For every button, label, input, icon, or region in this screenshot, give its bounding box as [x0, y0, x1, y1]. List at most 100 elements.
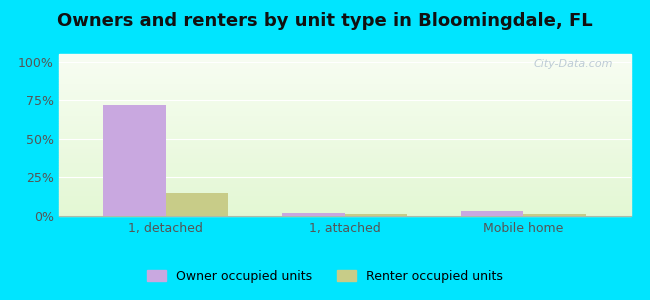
Bar — [58, 80, 630, 82]
Bar — [58, 90, 630, 91]
Bar — [523, 214, 586, 216]
Bar — [58, 70, 630, 72]
Bar — [58, 114, 630, 116]
Bar — [58, 69, 630, 70]
Bar — [58, 61, 630, 62]
Bar — [58, 99, 630, 101]
Bar — [58, 94, 630, 96]
Bar — [58, 67, 630, 69]
Bar — [58, 154, 630, 156]
Bar — [58, 209, 630, 211]
Bar — [58, 190, 630, 192]
Bar — [58, 206, 630, 208]
Bar — [58, 72, 630, 74]
Bar — [58, 116, 630, 117]
Bar — [58, 213, 630, 214]
Bar — [58, 164, 630, 166]
Legend: Owner occupied units, Renter occupied units: Owner occupied units, Renter occupied un… — [142, 265, 508, 288]
Bar — [58, 176, 630, 177]
Bar — [58, 205, 630, 206]
Bar — [58, 159, 630, 161]
Bar — [58, 77, 630, 78]
Bar — [344, 214, 407, 216]
Bar — [58, 106, 630, 107]
Bar — [58, 74, 630, 75]
Bar — [58, 93, 630, 94]
Bar — [282, 213, 345, 216]
Bar — [58, 59, 630, 61]
Bar — [58, 117, 630, 119]
Bar — [58, 64, 630, 65]
Bar — [58, 145, 630, 146]
Bar — [58, 167, 630, 169]
Bar — [461, 212, 523, 216]
Bar — [58, 104, 630, 106]
Bar — [58, 195, 630, 196]
Bar — [58, 169, 630, 171]
Bar — [58, 193, 630, 195]
Bar — [58, 192, 630, 193]
Bar — [58, 196, 630, 198]
Bar — [58, 201, 630, 203]
Bar — [58, 132, 630, 134]
Bar — [58, 143, 630, 145]
Text: City-Data.com: City-Data.com — [534, 59, 614, 69]
Bar — [58, 111, 630, 112]
Bar — [58, 214, 630, 216]
Bar — [58, 146, 630, 148]
Bar — [58, 125, 630, 127]
Bar — [58, 127, 630, 128]
Bar — [58, 54, 630, 56]
Bar — [58, 83, 630, 85]
Bar — [58, 180, 630, 182]
Text: Owners and renters by unit type in Bloomingdale, FL: Owners and renters by unit type in Bloom… — [57, 12, 593, 30]
Bar — [58, 56, 630, 57]
Bar — [58, 96, 630, 98]
Bar — [58, 148, 630, 150]
Bar — [58, 88, 630, 90]
Bar — [58, 98, 630, 99]
Bar — [58, 182, 630, 184]
Bar — [58, 85, 630, 86]
Bar — [58, 112, 630, 114]
Bar — [58, 128, 630, 130]
Bar — [58, 150, 630, 151]
Bar — [58, 188, 630, 190]
Bar — [58, 124, 630, 125]
Bar — [58, 185, 630, 187]
Bar — [58, 75, 630, 77]
Bar — [58, 208, 630, 209]
Bar — [58, 187, 630, 188]
Bar — [166, 193, 228, 216]
Bar — [58, 151, 630, 153]
Bar — [58, 156, 630, 158]
Bar — [58, 119, 630, 120]
Bar — [58, 107, 630, 109]
Bar — [58, 200, 630, 201]
Bar — [58, 184, 630, 185]
Bar — [58, 122, 630, 124]
Bar — [58, 203, 630, 205]
Bar — [58, 86, 630, 88]
Bar — [58, 172, 630, 174]
Bar — [58, 166, 630, 167]
Bar — [58, 57, 630, 59]
Bar — [58, 130, 630, 132]
Bar — [58, 158, 630, 159]
Bar — [58, 136, 630, 138]
Bar — [58, 62, 630, 64]
Bar — [58, 174, 630, 176]
Bar — [58, 140, 630, 142]
Bar — [58, 211, 630, 213]
Bar — [58, 198, 630, 200]
Bar — [58, 135, 630, 136]
Bar — [58, 179, 630, 180]
Bar — [58, 65, 630, 67]
Bar — [58, 103, 630, 104]
Bar — [58, 171, 630, 172]
Bar — [58, 109, 630, 111]
Bar — [58, 91, 630, 93]
Bar — [58, 78, 630, 80]
Bar — [58, 134, 630, 135]
Bar — [58, 161, 630, 163]
